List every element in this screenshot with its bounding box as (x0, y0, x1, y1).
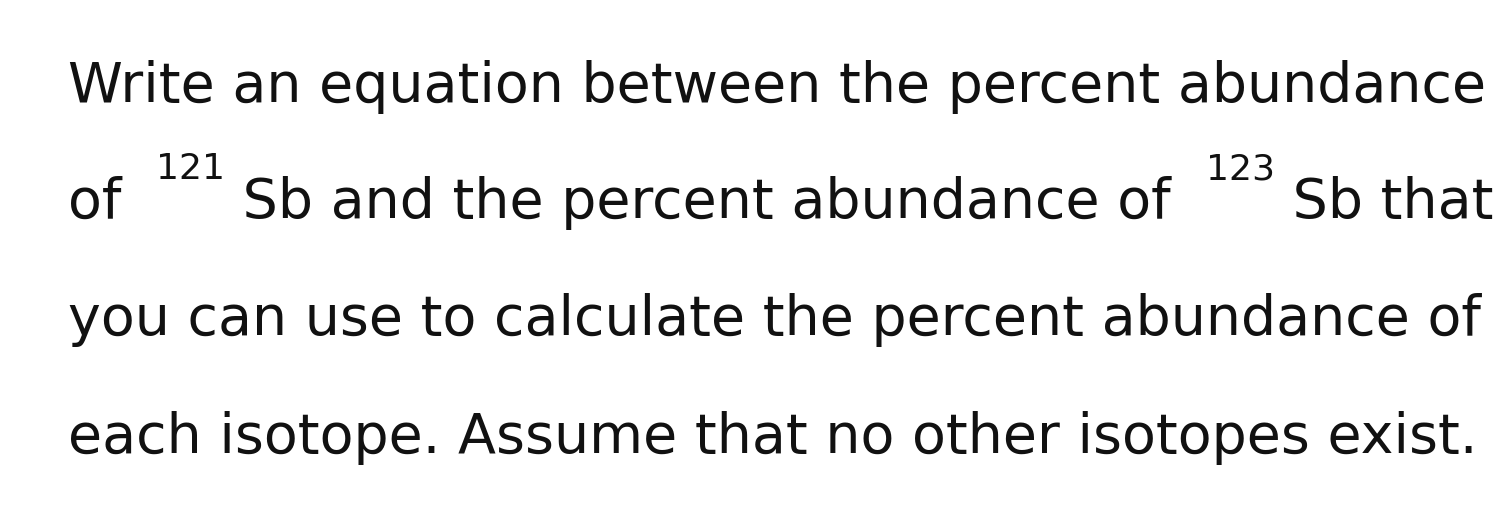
Text: each isotope. Assume that no other isotopes exist.: each isotope. Assume that no other isoto… (68, 411, 1478, 465)
Text: 123: 123 (1206, 152, 1275, 186)
Text: you can use to calculate the percent abundance of: you can use to calculate the percent abu… (68, 293, 1480, 347)
Text: Sb that: Sb that (1275, 176, 1494, 229)
Text: Write an equation between the percent abundance: Write an equation between the percent ab… (68, 60, 1485, 114)
Text: 121: 121 (156, 152, 225, 186)
Text: of: of (68, 176, 156, 229)
Text: Sb and the percent abundance of: Sb and the percent abundance of (225, 176, 1206, 229)
